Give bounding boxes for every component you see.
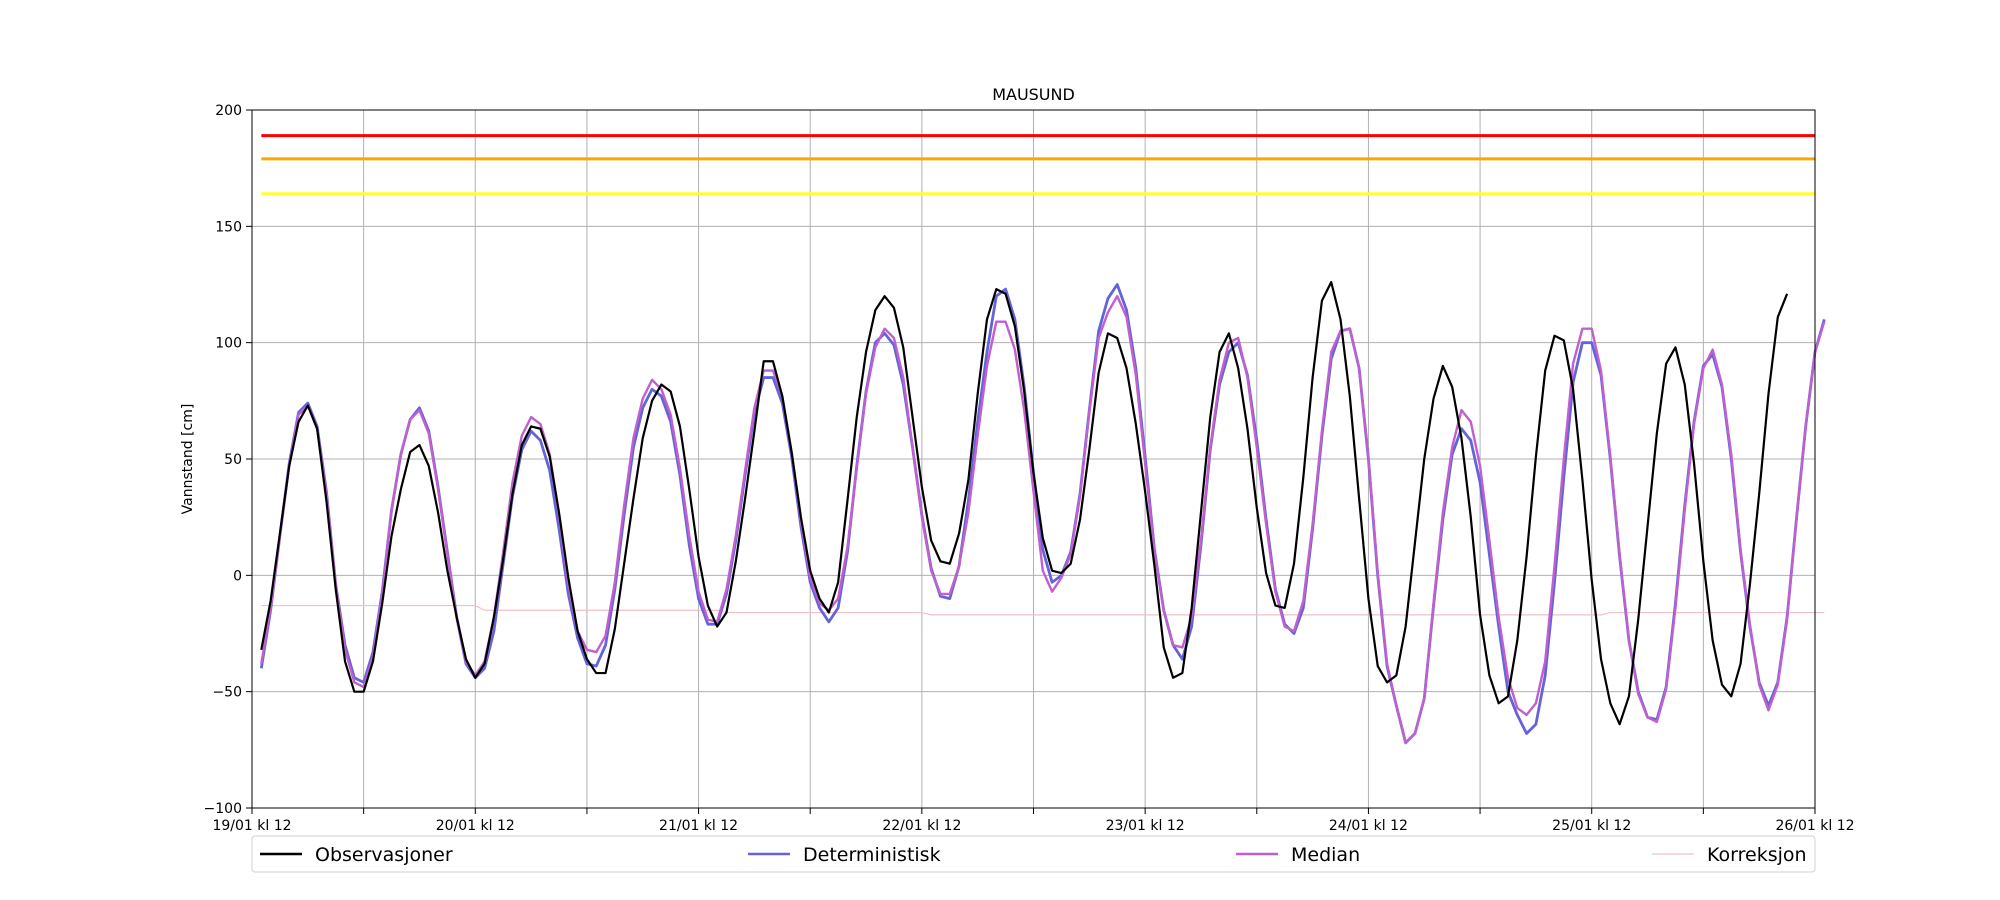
x-tick-label: 24/01 kl 12 xyxy=(1329,818,1408,834)
x-tick-label: 22/01 kl 12 xyxy=(882,818,961,834)
x-tick-label: 25/01 kl 12 xyxy=(1552,818,1631,834)
y-tick-label: 0 xyxy=(233,568,242,584)
legend-label: Observasjoner xyxy=(315,844,453,866)
y-axis: −100 −50 0 50 100 150 200 xyxy=(204,103,252,817)
legend-label: Deterministisk xyxy=(803,844,941,866)
y-tick-label: 150 xyxy=(215,219,242,235)
series-line-observasjoner xyxy=(260,281,1789,726)
y-tick-label: −100 xyxy=(204,801,242,817)
x-tick-label: 20/01 kl 12 xyxy=(436,818,515,834)
series-line-median xyxy=(260,294,1826,745)
y-tick-label: 50 xyxy=(224,452,242,468)
series-lines xyxy=(259,281,1826,745)
legend-label: Median xyxy=(1291,844,1360,866)
x-tick-label: 21/01 kl 12 xyxy=(659,818,738,834)
y-tick-label: −50 xyxy=(212,685,242,701)
legend-box xyxy=(251,835,1816,873)
x-axis: 19/01 kl 12 20/01 kl 12 21/01 kl 12 22/01 k… xyxy=(212,808,1855,834)
legend: Observasjoner Deterministisk Median Korreks… xyxy=(251,835,1816,873)
chart-title: MAUSUND xyxy=(992,85,1075,104)
series-line-deterministisk xyxy=(259,283,1826,745)
x-tick-label: 19/01 kl 12 xyxy=(212,818,291,834)
x-tick-label: 26/01 kl 12 xyxy=(1775,818,1854,834)
threshold-lines xyxy=(261,134,1815,196)
series-line-korreksjon xyxy=(261,604,1825,616)
legend-label: Korreksjon xyxy=(1707,844,1807,866)
y-tick-label: 200 xyxy=(215,103,242,119)
x-tick-label: 23/01 kl 12 xyxy=(1106,818,1185,834)
y-tick-label: 100 xyxy=(215,336,242,352)
y-axis-label: Vannstand [cm] xyxy=(180,404,196,515)
